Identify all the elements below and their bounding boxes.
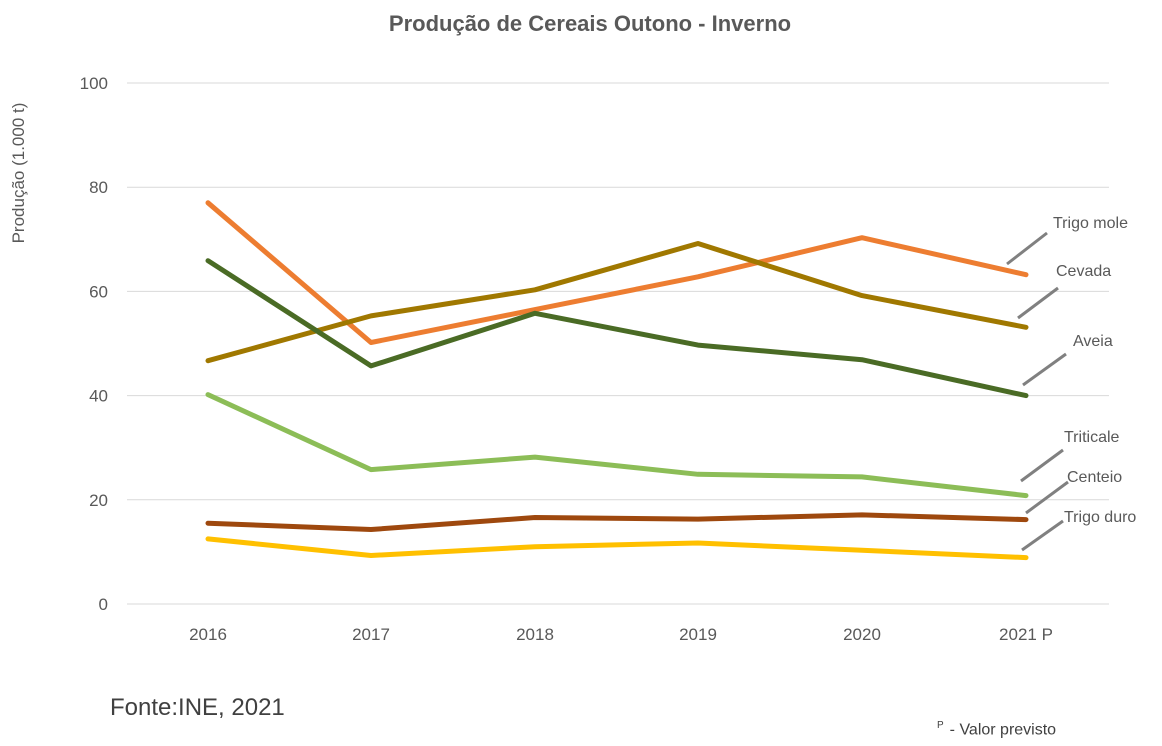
series-leader-0 [1006, 231, 1048, 266]
x-tick-4: 2020 [843, 625, 881, 644]
series-lines [205, 200, 1029, 561]
gridlines [127, 82, 1109, 605]
series-labels: Trigo mole Cevada Aveia Triticale Centeio Tri… [1006, 215, 1136, 552]
series-label-4: Centeio [1067, 469, 1122, 486]
series-line-0 [205, 200, 1029, 345]
series-leader-3 [1020, 448, 1064, 483]
series-label-5: Trigo duro [1064, 509, 1136, 526]
series-leader-5 [1021, 519, 1064, 552]
x-tick-labels: 2016 2017 2018 2019 2020 2021 P [189, 625, 1053, 644]
series-line-1 [205, 241, 1029, 364]
y-axis-label: Produção (1.000 t) [9, 103, 28, 244]
series-line-3 [205, 392, 1029, 499]
y-tick-labels: 0 20 40 60 80 100 [80, 74, 108, 614]
x-tick-0: 2016 [189, 625, 227, 644]
series-line-5 [205, 536, 1029, 561]
series-leader-4 [1025, 480, 1069, 515]
y-tick-40: 40 [89, 387, 108, 406]
chart-title: Produção de Cereais Outono - Inverno [389, 11, 791, 36]
series-label-2: Aveia [1073, 333, 1113, 350]
series-label-3: Triticale [1064, 429, 1120, 446]
note-text: - Valor previsto [949, 721, 1057, 739]
x-tick-2: 2018 [516, 625, 554, 644]
x-tick-5: 2021 P [999, 625, 1053, 644]
x-tick-1: 2017 [352, 625, 390, 644]
series-line-4 [205, 512, 1029, 532]
y-tick-20: 20 [89, 491, 108, 510]
note-symbol: P [937, 720, 944, 731]
series-line-2 [205, 258, 1029, 399]
series-leader-1 [1017, 286, 1059, 320]
series-leader-2 [1022, 352, 1067, 387]
y-tick-0: 0 [99, 595, 108, 614]
x-tick-3: 2019 [679, 625, 717, 644]
y-tick-60: 60 [89, 282, 108, 301]
y-tick-80: 80 [89, 178, 108, 197]
forecast-note: P - Valor previsto [937, 720, 1056, 739]
series-label-1: Cevada [1056, 263, 1111, 280]
y-tick-100: 100 [80, 74, 108, 93]
series-label-0: Trigo mole [1053, 215, 1128, 232]
source-text: Fonte:INE, 2021 [110, 694, 285, 721]
